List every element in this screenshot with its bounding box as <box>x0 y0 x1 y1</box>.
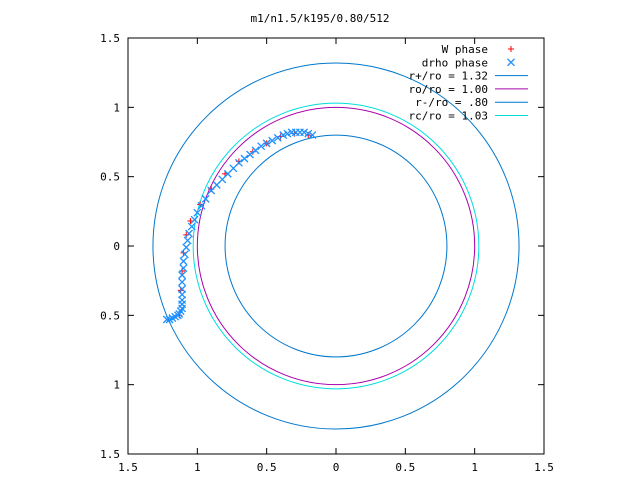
reference-circles <box>152 62 520 430</box>
drho-phase-point <box>273 133 282 142</box>
drho-phase-series <box>162 128 317 324</box>
drho-phase-point <box>262 139 271 148</box>
drho-phase-point <box>183 236 192 245</box>
chart-title: m1/n1.5/k195/0.80/512 <box>250 12 389 25</box>
drho-phase-point <box>162 315 171 324</box>
drho-phase-point <box>257 142 266 151</box>
drho-phase-point <box>165 315 174 324</box>
legend-marker-0 <box>508 46 514 52</box>
drho-phase-point <box>279 131 288 140</box>
circle-0 <box>152 62 520 430</box>
circle-1 <box>196 106 476 386</box>
legend-label-3: ro/ro = 1.00 <box>409 83 488 96</box>
drho-phase-point <box>179 257 188 266</box>
legend-label-2: r+/ro = 1.32 <box>409 70 488 83</box>
y-tick-labels: 1.5 1 0.5 0 0.5 1 1.5 <box>100 32 120 461</box>
y-tick-label-2: 0.5 <box>100 171 120 184</box>
x-tick-labels: 1.5 1 0.5 0 0.5 1 1.5 <box>118 461 554 474</box>
x-tick-label-2: 0.5 <box>257 461 277 474</box>
drho-phase-point <box>197 201 206 210</box>
drho-phase-point <box>187 222 196 231</box>
drho-phase-point <box>268 136 277 145</box>
drho-phase-point <box>178 278 187 287</box>
y-tick-label-5: 1 <box>113 379 120 392</box>
legend-label-0: W phase <box>442 43 488 56</box>
x-tick-label-5: 1 <box>471 461 478 474</box>
drho-phase-point <box>240 154 249 163</box>
y-tick-label-1: 1 <box>113 101 120 114</box>
drho-phase-point <box>178 271 187 280</box>
y-tick-label-6: 1.5 <box>100 448 120 461</box>
drho-phase-point <box>179 264 188 273</box>
circle-2 <box>224 134 448 358</box>
drho-phase-point <box>201 194 210 203</box>
x-tick-label-3: 0 <box>333 461 340 474</box>
circle-3 <box>192 102 480 390</box>
legend-label-5: rc/ro = 1.03 <box>409 110 488 123</box>
drho-phase-point <box>190 215 199 224</box>
legend-marker-1 <box>507 58 515 67</box>
drho-phase-point <box>207 186 216 195</box>
y-tick-label-0: 1.5 <box>100 32 120 45</box>
drho-phase-point <box>193 208 202 217</box>
y-tick-label-3: 0 <box>113 240 120 253</box>
legend-label-4: r-/ro = .80 <box>415 96 488 109</box>
x-tick-label-1: 1 <box>194 461 201 474</box>
drho-phase-point <box>185 229 193 238</box>
drho-phase-point <box>246 150 254 159</box>
drho-phase-point <box>182 243 191 252</box>
x-tick-label-6: 1.5 <box>534 461 554 474</box>
legend-label-1: drho phase <box>422 56 488 69</box>
axis-ticks <box>127 37 545 455</box>
y-tick-label-4: 0.5 <box>100 309 120 322</box>
drho-phase-point <box>180 250 189 259</box>
x-tick-label-0: 1.5 <box>118 461 138 474</box>
x-tick-label-4: 0.5 <box>395 461 415 474</box>
drho-phase-point <box>251 146 260 155</box>
